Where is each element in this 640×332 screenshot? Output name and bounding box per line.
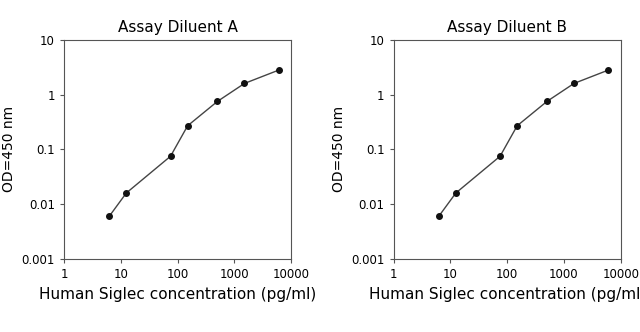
Y-axis label: OD=450 nm: OD=450 nm (332, 106, 346, 193)
Title: Assay Diluent A: Assay Diluent A (118, 20, 237, 35)
Title: Assay Diluent B: Assay Diluent B (447, 20, 567, 35)
X-axis label: Human Siglec concentration (pg/ml): Human Siglec concentration (pg/ml) (369, 287, 640, 301)
Y-axis label: OD=450 nm: OD=450 nm (2, 106, 16, 193)
X-axis label: Human Siglec concentration (pg/ml): Human Siglec concentration (pg/ml) (39, 287, 316, 301)
